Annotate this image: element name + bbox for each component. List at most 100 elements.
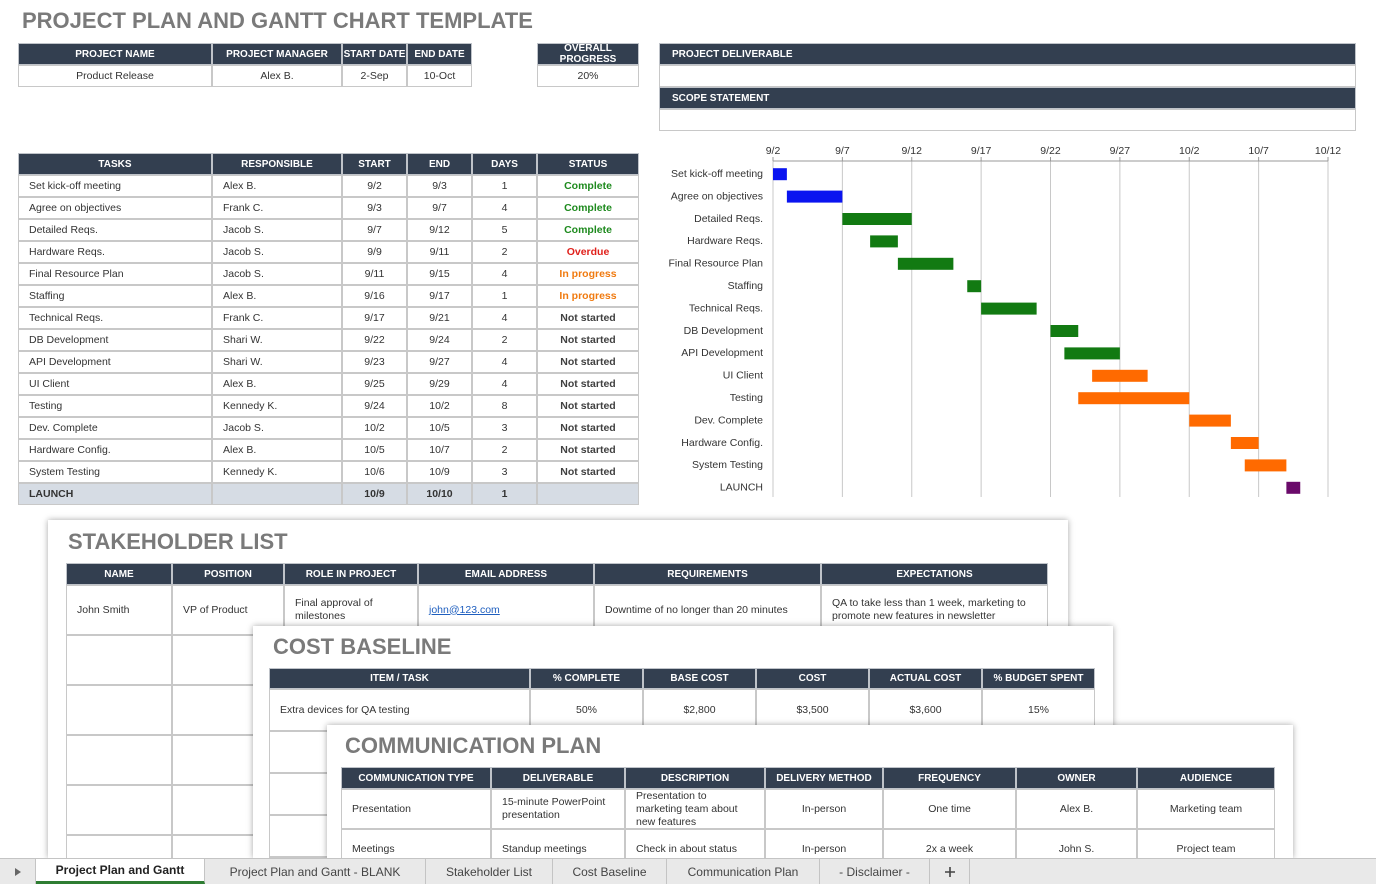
table-cell: 9/3 — [342, 197, 407, 219]
header-cell: OWNER — [1016, 767, 1137, 789]
table-cell: 9/7 — [407, 197, 472, 219]
table-cell: 9/17 — [342, 307, 407, 329]
cell-text: Alex B. — [1059, 802, 1094, 815]
cell-text: Jacob S. — [223, 267, 264, 280]
cell-text: 9/25 — [364, 377, 385, 390]
table-cell: 10/7 — [407, 439, 472, 461]
table-cell: 4 — [472, 263, 537, 285]
table-cell: 9/16 — [342, 285, 407, 307]
cell-text: 1 — [501, 289, 508, 302]
cell-text: 9/17 — [429, 289, 450, 302]
gantt-bar — [1078, 392, 1190, 405]
cell-text: $3,600 — [909, 703, 942, 716]
cell-text: 3 — [501, 421, 508, 434]
cell-text: 9/24 — [429, 333, 450, 346]
sheet-tab[interactable]: Communication Plan — [667, 859, 820, 884]
sheet-tabs: Project Plan and Gantt Project Plan and G… — [0, 858, 1376, 884]
cell-text: VP of Product — [183, 603, 248, 616]
sheet-tab[interactable]: - Disclaimer - — [820, 859, 930, 884]
x-tick-label: 9/2 — [766, 145, 781, 157]
cell-text: Jacob S. — [223, 223, 264, 236]
table-cell: Agree on objectives — [18, 197, 212, 219]
cell-text: 9/3 — [432, 179, 447, 192]
cell-text: Downtime of no longer than 20 minutes — [605, 603, 788, 616]
table-cell: 15-minute PowerPoint presentation — [491, 789, 625, 829]
table-cell: Dev. Complete — [18, 417, 212, 439]
cell-text: Alex B. — [223, 377, 257, 390]
y-tick-label: UI Client — [723, 370, 763, 382]
header-cell: ROLE IN PROJECT — [284, 563, 418, 585]
sheet-tab[interactable]: Project Plan and Gantt — [36, 859, 205, 884]
table-cell: 1 — [472, 175, 537, 197]
cell-text: Shari W. — [223, 333, 263, 346]
cell-text: 8 — [501, 399, 508, 412]
table-cell: Alex B. — [212, 285, 342, 307]
table-cell: 10/9 — [407, 461, 472, 483]
cell-text: 5 — [501, 223, 508, 236]
table-cell: Staffing — [18, 285, 212, 307]
header-cell: PROJECT MANAGER — [212, 43, 342, 65]
table-cell: Detailed Reqs. — [18, 219, 212, 241]
y-tick-label: API Development — [681, 347, 763, 359]
table-cell: 8 — [472, 395, 537, 417]
table-cell: Kennedy K. — [212, 461, 342, 483]
header-cell: DESCRIPTION — [625, 767, 765, 789]
cell-text: $3,500 — [796, 703, 829, 716]
cell-text: 4 — [501, 355, 508, 368]
cell-text: Marketing team — [1169, 802, 1243, 815]
gantt-bar — [897, 257, 954, 270]
table-cell: Testing — [18, 395, 212, 417]
gantt-bar — [1064, 347, 1120, 360]
cell-text: One time — [928, 802, 971, 815]
table-cell: 50% — [530, 689, 643, 731]
table-cell: Overdue — [537, 241, 639, 263]
panel-title: STAKEHOLDER LIST — [68, 529, 288, 554]
sheet-tab[interactable]: Project Plan and Gantt - BLANK — [205, 859, 426, 884]
table-cell: 9/29 — [407, 373, 472, 395]
x-tick-label: 10/2 — [1179, 145, 1200, 157]
gantt-bar — [870, 235, 898, 248]
panel-title: COMMUNICATION PLAN — [345, 733, 602, 758]
cell-text: 4 — [501, 267, 508, 280]
cell-text: 9/21 — [429, 311, 450, 324]
cell-text: Overdue — [566, 245, 610, 258]
gantt-bar — [1092, 369, 1148, 382]
table-cell: Technical Reqs. — [18, 307, 212, 329]
cell-text: Agree on objectives — [29, 201, 122, 214]
table-cell: Not started — [537, 351, 639, 373]
gantt-bar — [967, 280, 982, 293]
table-cell: Standup meetings — [491, 829, 625, 858]
cell-text: 9/12 — [429, 223, 450, 236]
cell-text: Presentation — [352, 802, 411, 815]
cell-text: 1 — [501, 487, 508, 500]
header-cell: ITEM / TASK — [269, 668, 530, 689]
table-cell — [66, 635, 172, 685]
table-cell: Presentation — [341, 789, 491, 829]
header-cell: SCOPE STATEMENT — [659, 87, 1356, 109]
table-cell: In-person — [765, 789, 883, 829]
header-cell: PROJECT DELIVERABLE — [659, 43, 1356, 65]
sheet-tab[interactable]: Cost Baseline — [553, 859, 667, 884]
cell-text: Not started — [560, 333, 616, 346]
cell-text: Project team — [1176, 842, 1236, 855]
table-cell — [537, 483, 639, 505]
table-cell: 10/2 — [342, 417, 407, 439]
table-cell: 2x a week — [883, 829, 1016, 858]
cell-text: 9/7 — [432, 201, 447, 214]
cell-text: 2 — [501, 245, 508, 258]
cell-text: 10/5 — [429, 421, 450, 434]
add-sheet-button[interactable] — [930, 859, 970, 884]
gantt-bar — [842, 213, 912, 225]
table-cell: 1 — [472, 285, 537, 307]
scroll-tabs-button[interactable] — [0, 859, 36, 884]
table-cell: Jacob S. — [212, 263, 342, 285]
table-cell: 2 — [472, 241, 537, 263]
table-cell: 9/2 — [342, 175, 407, 197]
table-cell — [659, 109, 1356, 131]
cell-text: 4 — [501, 311, 508, 324]
sheet-tab[interactable]: Stakeholder List — [426, 859, 553, 884]
cell-text: 9/7 — [367, 223, 382, 236]
cell-text: 9/2 — [367, 179, 382, 192]
cell-text: 9/15 — [429, 267, 450, 280]
header-cell: FREQUENCY — [883, 767, 1016, 789]
